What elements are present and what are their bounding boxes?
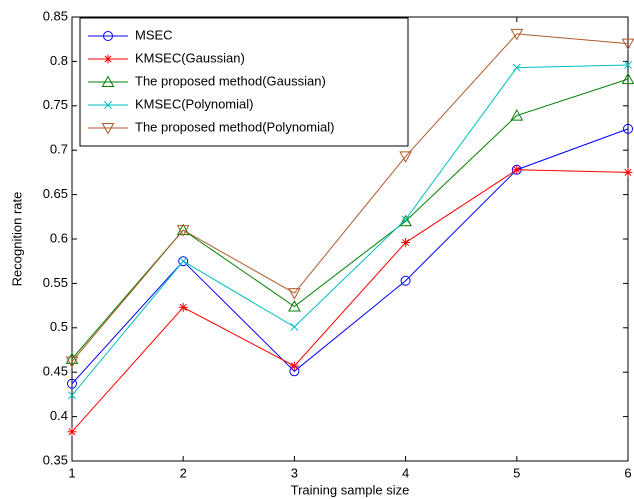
legend-label: MSEC bbox=[135, 27, 173, 42]
legend-box bbox=[79, 17, 409, 147]
marker bbox=[623, 167, 633, 177]
marker bbox=[178, 302, 188, 312]
y-tick-label: 0.55 bbox=[43, 275, 68, 290]
marker bbox=[289, 361, 299, 371]
legend-label: KMSEC(Gaussian) bbox=[135, 50, 245, 65]
legend-label: KMSEC(Polynomial) bbox=[135, 96, 253, 111]
marker bbox=[624, 60, 632, 69]
y-axis-label: Recognition rate bbox=[9, 192, 24, 287]
legend-label: The proposed method(Polynomial) bbox=[135, 119, 334, 134]
marker bbox=[399, 214, 412, 227]
marker bbox=[510, 28, 524, 41]
marker bbox=[621, 72, 634, 85]
marker bbox=[179, 257, 188, 266]
series-line bbox=[71, 64, 629, 396]
y-tick-label: 0.4 bbox=[50, 408, 68, 423]
x-axis-label: Training sample size bbox=[291, 482, 410, 497]
marker bbox=[400, 275, 411, 286]
y-tick-label: 0.75 bbox=[43, 97, 68, 112]
x-tick-label: 2 bbox=[180, 465, 187, 480]
y-tick-label: 0.6 bbox=[50, 230, 68, 245]
y-tick-label: 0.8 bbox=[50, 53, 68, 68]
legend-marker bbox=[101, 123, 115, 135]
y-tick-label: 0.85 bbox=[43, 8, 68, 23]
marker bbox=[621, 38, 634, 51]
marker bbox=[401, 215, 410, 224]
legend-label: The proposed method(Gaussian) bbox=[135, 73, 326, 88]
marker bbox=[67, 427, 77, 437]
y-tick-label: 0.35 bbox=[43, 452, 68, 467]
marker bbox=[68, 391, 76, 400]
marker bbox=[288, 299, 301, 312]
y-tick-label: 0.65 bbox=[43, 186, 68, 201]
marker bbox=[399, 151, 412, 163]
marker bbox=[178, 256, 189, 267]
legend-marker bbox=[101, 75, 115, 87]
y-tick-label: 0.7 bbox=[50, 142, 68, 157]
legend-marker bbox=[103, 31, 113, 41]
legend: MSEC KMSEC(Gaussian) The proposed method(G… bbox=[79, 17, 409, 147]
marker bbox=[290, 322, 299, 331]
marker bbox=[512, 165, 522, 175]
marker bbox=[623, 123, 633, 134]
legend-marker bbox=[103, 54, 113, 64]
marker bbox=[401, 238, 411, 248]
marker bbox=[288, 288, 301, 300]
y-tick-label: 0.5 bbox=[50, 319, 68, 334]
legend-marker bbox=[104, 101, 112, 109]
x-tick-label: 5 bbox=[513, 465, 520, 480]
x-tick-label: 4 bbox=[402, 465, 409, 480]
series-line bbox=[71, 128, 629, 385]
x-tick-label: 3 bbox=[291, 465, 298, 480]
x-tick-label: 1 bbox=[68, 465, 75, 480]
marker bbox=[67, 378, 77, 389]
series-line bbox=[71, 33, 629, 362]
x-tick-label: 6 bbox=[624, 465, 631, 480]
marker bbox=[512, 63, 521, 72]
marker bbox=[65, 356, 79, 369]
y-tick-label: 0.45 bbox=[43, 364, 68, 379]
series-line bbox=[71, 169, 629, 433]
marker bbox=[510, 109, 524, 121]
marker bbox=[176, 225, 190, 237]
